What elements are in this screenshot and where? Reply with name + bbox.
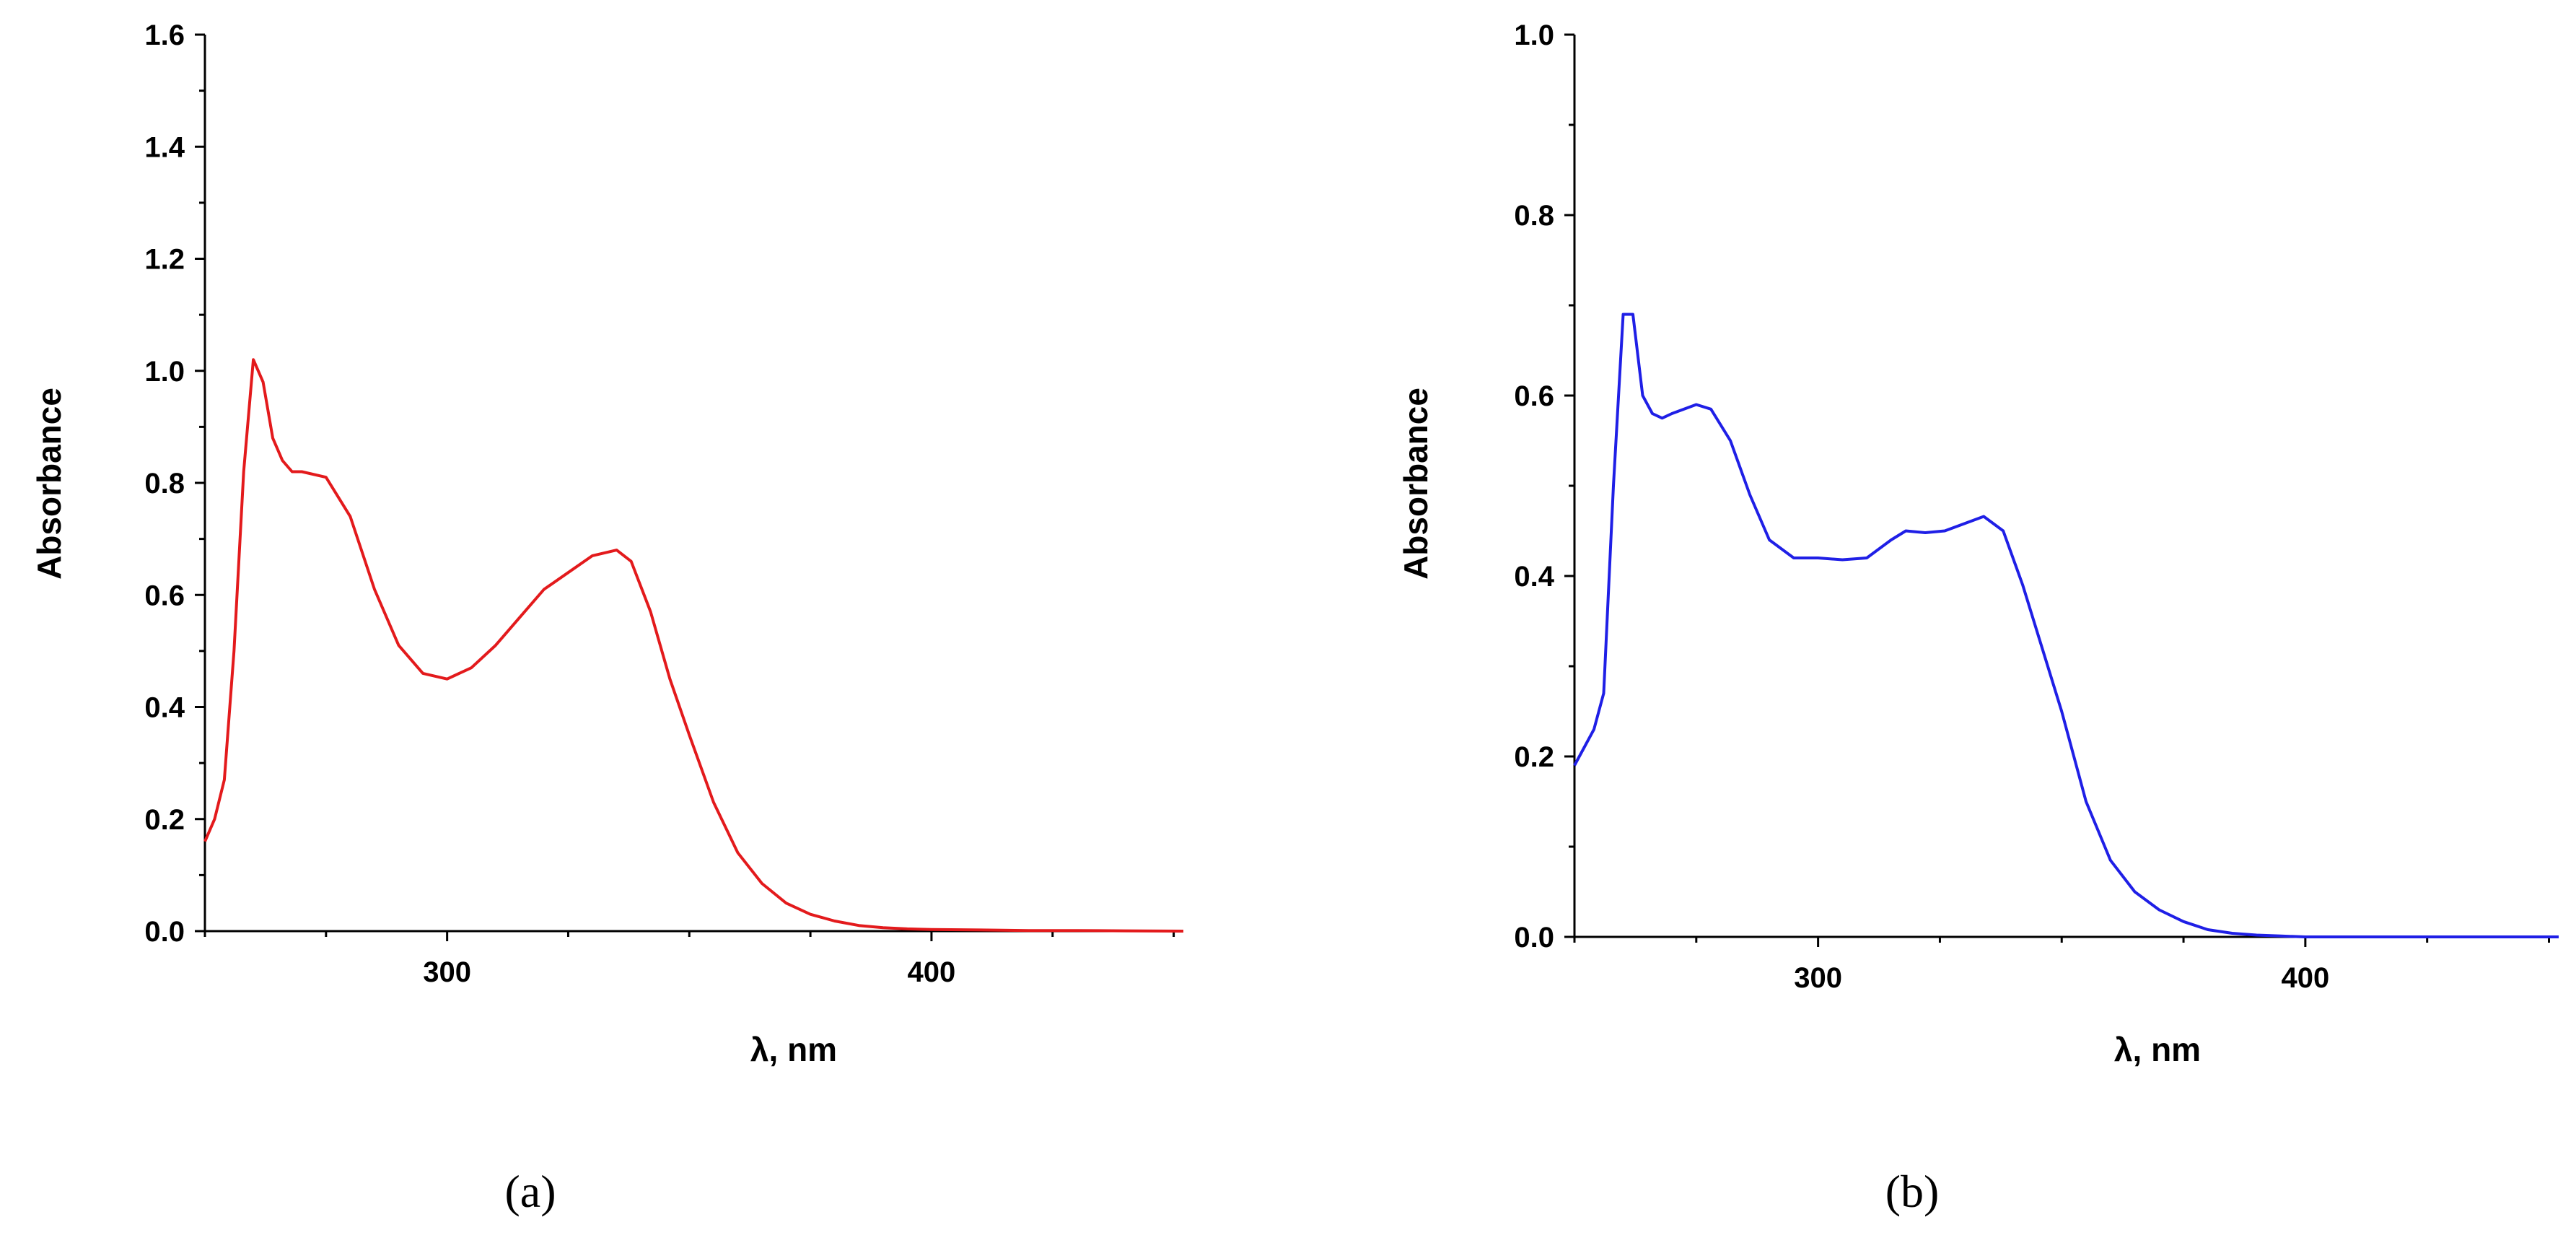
panel-a-y-tick-label: 1.4 bbox=[144, 131, 185, 163]
panel-b-y-tick-label: 0.0 bbox=[1514, 922, 1554, 953]
panel-a-x-axis-title: λ, nm bbox=[750, 1031, 837, 1068]
panel-b-y-axis-title: Absorbance bbox=[1397, 388, 1434, 580]
panel-a-y-tick-label: 0.8 bbox=[144, 468, 185, 499]
panel-b-chart: 0.0 0.2 0.4 0.6 0.8 1.0 300 400 λ, nm Absorban… bbox=[1397, 19, 2559, 1217]
panel-a-label: (a) bbox=[504, 1166, 556, 1217]
panel-a-y-axis-title: Absorbance bbox=[30, 388, 68, 580]
panel-a-series-line bbox=[203, 358, 1184, 933]
panel-a-y-axis-ticks: 0.0 0.2 0.4 0.6 0.8 1.0 1.2 1.4 1.6 bbox=[144, 19, 205, 948]
panel-a-y-tick-label: 1.2 bbox=[144, 244, 185, 276]
panel-a-y-tick-label: 0.4 bbox=[144, 692, 185, 724]
panel-b-y-tick-label: 1.0 bbox=[1514, 19, 1554, 51]
panel-b-x-axis-title: λ, nm bbox=[2114, 1031, 2201, 1068]
panel-a-y-tick-label: 1.6 bbox=[144, 19, 185, 51]
panel-b-x-tick-label: 300 bbox=[1794, 962, 1842, 994]
panel-a-y-tick-label: 1.0 bbox=[144, 356, 185, 388]
panel-b-y-tick-label: 0.8 bbox=[1514, 200, 1554, 232]
panel-a-x-tick-label: 300 bbox=[423, 956, 471, 988]
panel-b-x-axis-ticks: 300 400 bbox=[1573, 937, 2550, 994]
panel-b-y-tick-label: 0.4 bbox=[1514, 561, 1554, 593]
panel-a-x-tick-label: 400 bbox=[908, 956, 956, 988]
panel-a-y-tick-label: 0.0 bbox=[144, 916, 185, 948]
panel-a-chart: 0.0 0.2 0.4 0.6 0.8 1.0 1.2 1.4 1.6 300 400 λ, nm… bbox=[30, 19, 1184, 1217]
panel-b-series-line bbox=[1573, 313, 2559, 938]
panel-a-y-tick-label: 0.2 bbox=[144, 804, 185, 836]
panel-a-y-tick-label: 0.6 bbox=[144, 580, 185, 611]
panel-a-x-axis-ticks: 300 400 bbox=[203, 931, 1175, 988]
panel-b-y-axis-ticks: 0.0 0.2 0.4 0.6 0.8 1.0 bbox=[1514, 19, 1574, 953]
panel-b-y-tick-label: 0.6 bbox=[1514, 380, 1554, 412]
panel-b-y-tick-label: 0.2 bbox=[1514, 741, 1554, 773]
panel-b-label: (b) bbox=[1885, 1166, 1940, 1217]
panel-b-x-tick-label: 400 bbox=[2281, 962, 2329, 994]
